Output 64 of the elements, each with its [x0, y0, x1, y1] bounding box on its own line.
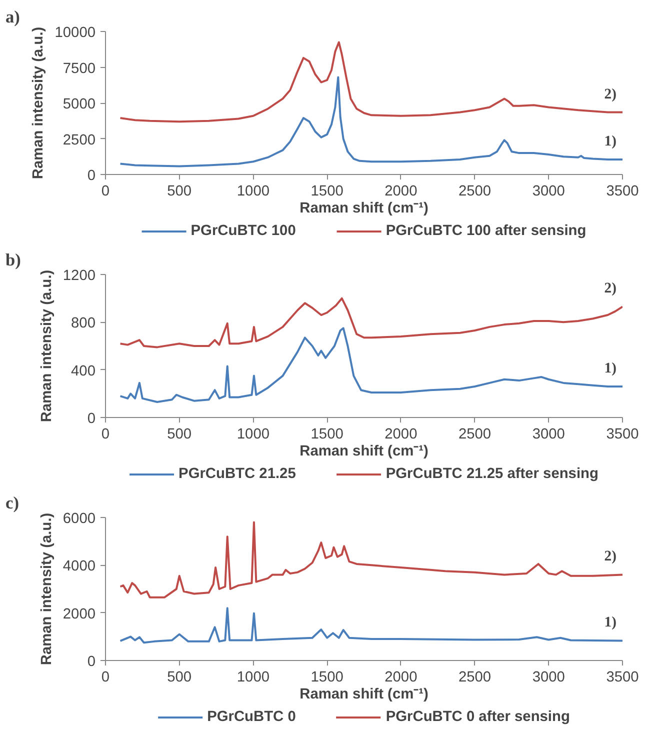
x-tick-label: 2000 [384, 670, 418, 686]
legend-label: PGrCuBTC 100 [190, 223, 296, 239]
y-tick-label: 5000 [62, 96, 96, 112]
annotation: 1) [604, 360, 617, 377]
x-tick-label: 1500 [310, 184, 344, 200]
x-tick-label: 3500 [606, 670, 639, 686]
x-tick-label: 1000 [236, 184, 270, 200]
y-axis-title: Raman intensity (a.u.) [38, 270, 55, 422]
annotation: 2) [604, 86, 617, 102]
y-tick-label: 6000 [62, 511, 96, 527]
y-tick-label: 1200 [62, 268, 96, 284]
y-tick-label: 400 [71, 363, 96, 380]
x-tick-label: 1500 [310, 426, 344, 442]
x-tick-label: 1500 [310, 670, 344, 686]
line-series [119, 607, 622, 644]
y-tick-label: 4000 [62, 558, 96, 575]
x-tick-label: 0 [101, 184, 110, 200]
x-tick-label: 2500 [458, 670, 492, 686]
chart-title: a) [6, 8, 20, 26]
x-tick-label: 3500 [606, 184, 639, 200]
legend-label: PGrCuBTC 100 after sensing [386, 223, 586, 239]
line-series [119, 41, 622, 123]
legend-label: PGrCuBTC 21.25 after sensing [386, 466, 598, 482]
y-tick-label: 2000 [62, 606, 96, 622]
annotation: 2) [604, 280, 617, 297]
y-tick-label: 7500 [62, 60, 96, 77]
legend-label: PGrCuBTC 0 [207, 709, 296, 725]
x-axis-title: Raman shift (cm⁻¹) [300, 444, 429, 460]
annotation: 2) [604, 548, 617, 565]
legend-label: PGrCuBTC 0 after sensing [386, 709, 570, 725]
y-tick-label: 10000 [54, 25, 96, 41]
x-tick-label: 2000 [384, 184, 418, 200]
y-axis-title: Raman intensity (a.u.) [38, 512, 55, 666]
x-tick-label: 3000 [532, 426, 565, 442]
x-tick-label: 0 [101, 670, 110, 686]
x-tick-label: 3500 [606, 426, 639, 442]
chart-title: c) [6, 494, 20, 512]
x-tick-label: 1000 [236, 670, 270, 686]
line-series [119, 327, 622, 404]
x-tick-label: 3000 [532, 184, 565, 200]
x-tick-label: 500 [167, 670, 192, 686]
y-axis-title: Raman intensity (a.u.) [30, 26, 47, 180]
chart-title: b) [6, 250, 22, 270]
x-tick-label: 3000 [532, 670, 565, 686]
y-tick-label: 0 [87, 411, 96, 427]
x-tick-label: 2500 [458, 426, 492, 442]
line-series [119, 521, 622, 598]
y-tick-label: 2500 [62, 132, 96, 148]
x-axis-title: Raman shift (cm⁻¹) [300, 686, 429, 702]
x-tick-label: 2500 [458, 184, 492, 200]
x-axis-title: Raman shift (cm⁻¹) [300, 200, 429, 216]
x-tick-label: 2000 [384, 426, 418, 442]
annotation: 1) [604, 614, 617, 631]
x-tick-label: 1000 [236, 426, 270, 442]
y-tick-label: 800 [71, 316, 96, 332]
line-series [119, 297, 622, 348]
legend-label: PGrCuBTC 21.25 [178, 466, 296, 482]
annotation: 1) [604, 133, 617, 150]
y-tick-label: 0 [87, 654, 96, 670]
x-tick-label: 0 [101, 426, 110, 442]
line-series [119, 76, 622, 168]
x-tick-label: 500 [167, 426, 192, 442]
x-tick-label: 500 [167, 184, 192, 200]
y-tick-label: 0 [87, 168, 96, 184]
